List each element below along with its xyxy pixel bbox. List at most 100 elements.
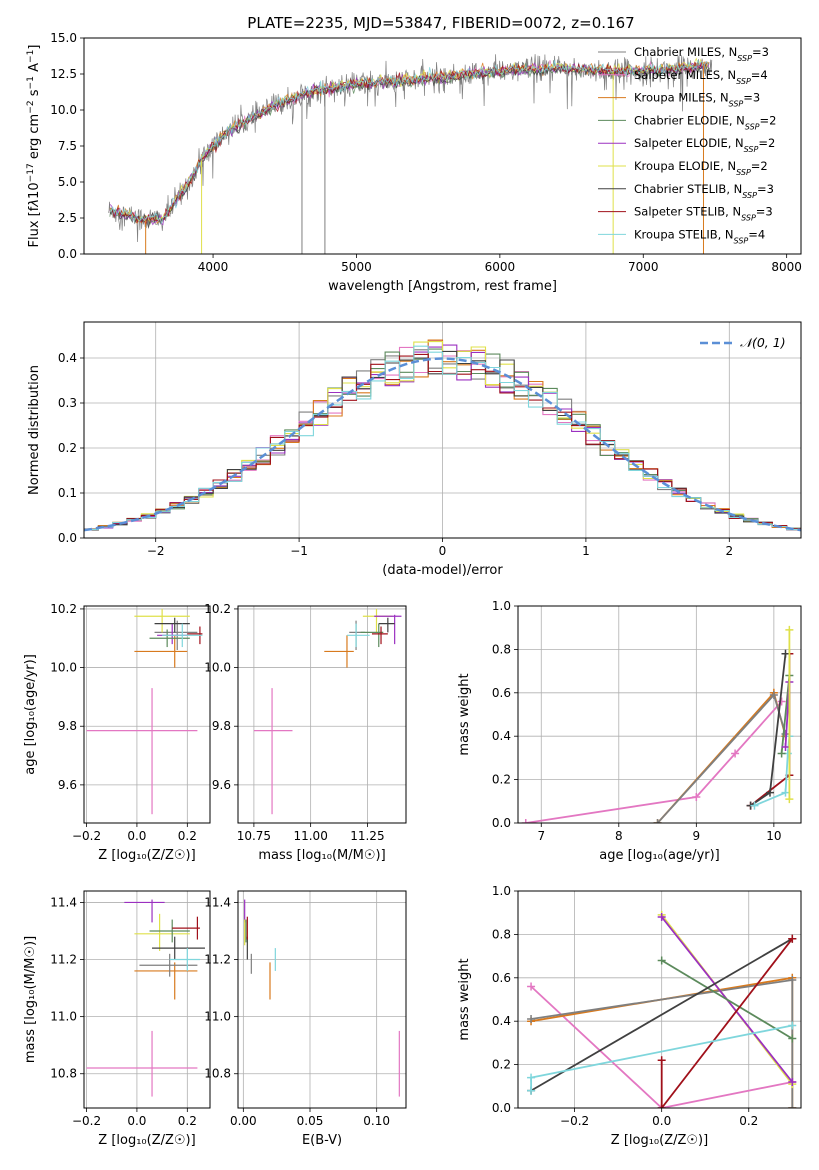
age-vs-Z-point-kroupa-elodie [134, 608, 190, 633]
mass-vs-Z-point-salpeter-stelib [172, 916, 200, 940]
mass-vs-Z-frame [83, 890, 211, 1109]
hist-kroupa-stelib [84, 345, 801, 530]
mass-vs-ebv-ytick-label-2: 11.2 [204, 953, 231, 967]
residuals-ylabel: Normed distribution [27, 365, 42, 495]
age-vs-Z-xlabel: Z [log₁₀(Z/Z☉)] [98, 848, 195, 863]
massweight-vs-age-frame [517, 605, 802, 824]
age-vs-Z-ytick-label-2: 10.0 [50, 661, 77, 675]
massweight-vs-Z-xtick-label-2: 0.2 [739, 1114, 758, 1128]
chart-mass-vs-ebv: 0.00 0.05 0.10 10.8 11.0 11.2 11.4 E(B-V) [204, 890, 407, 1148]
massweight-vs-Z-marker-salpeter-elodie-0 [657, 913, 666, 922]
massweight-vs-age-marker-salpeter-miles-1 [692, 792, 701, 801]
massweight-vs-age-ylabel: mass weight [457, 673, 472, 755]
legend-label-chabrier-miles: Chabrier MILES, NSSP=3 [634, 45, 769, 63]
mass-vs-ebv-frame [237, 890, 407, 1109]
massweight-vs-Z-ytick-label-3: 0.6 [492, 971, 511, 985]
massweight-vs-age-marker-chabrier-miles-1 [769, 690, 778, 699]
spectrum-model-salpeter-stelib [109, 59, 710, 226]
residuals-xtick-label-1: −1 [290, 544, 308, 558]
age-vs-mass-point-chabrier-elodie [360, 623, 384, 648]
gaussian-reference-curve [84, 357, 801, 532]
mass-vs-Z-ytick-label-1: 11.0 [50, 1010, 77, 1024]
massweight-vs-Z-marker-chabrier-miles-1 [788, 975, 797, 984]
spectrum-xtick-label-3: 7000 [628, 260, 659, 274]
massweight-vs-age-marker-kroupa-elodie-1 [785, 625, 794, 634]
massweight-vs-Z-xtick-label-1: 0.0 [652, 1114, 671, 1128]
spectrum-ytick-label-5: 12.5 [50, 67, 77, 81]
mass-vs-Z-xtick-label-0: −0.2 [72, 1114, 101, 1128]
mass-vs-ebv-xtick-label-0: 0.00 [230, 1114, 257, 1128]
age-vs-Z-marks [86, 608, 203, 815]
mass-vs-Z-point-chabrier-elodie [149, 919, 190, 943]
mass-vs-Z-point-kroupa-elodie [134, 913, 190, 951]
residuals-ytick-label-2: 0.2 [58, 441, 77, 455]
mass-vs-ebv-xtick-label-2: 0.10 [363, 1114, 390, 1128]
massweight-vs-Z-frame [517, 890, 802, 1109]
age-vs-Z-frame [83, 605, 211, 824]
mass-vs-Z-xlabel: Z [log₁₀(Z/Z☉)] [98, 1133, 195, 1148]
massweight-vs-Z-marker-chabrier-miles-0 [527, 1015, 536, 1024]
age-vs-mass-xtick-label-0: 10.75 [237, 829, 271, 843]
age-vs-Z-point-salpeter-miles [86, 688, 198, 815]
massweight-vs-Z-xlabel: Z [log₁₀(Z/Z☉)] [611, 1133, 708, 1148]
age-vs-Z-xtick-label-0: −0.2 [72, 829, 101, 843]
plots-group: 4000 5000 6000 7000 80000.02.55.07.510.012.5… [23, 31, 802, 1148]
massweight-vs-Z-line-chabrier-stelib [530, 937, 793, 1092]
spectrum-xtick-label-0: 4000 [198, 260, 229, 274]
residuals-xtick-label-3: 1 [582, 544, 590, 558]
residuals-xtick-label-0: −2 [147, 544, 165, 558]
age-vs-mass-point-chabrier-stelib [378, 617, 395, 633]
spectrum-ytick-label-4: 10.0 [50, 103, 77, 117]
massweight-vs-age-ytick-label-0: 0.0 [492, 816, 511, 830]
figure-title: PLATE=2235, MJD=53847, FIBERID=0072, z=0… [247, 14, 634, 32]
massweight-vs-age-marker-chabrier-stelib-2 [781, 649, 790, 658]
age-vs-mass-xlabel: mass [log₁₀(M/M☉)] [258, 848, 385, 863]
massweight-vs-age-marker-salpeter-elodie-0 [781, 743, 790, 752]
age-vs-Z-point-chabrier-stelib [154, 617, 190, 633]
residuals-xlabel: (data-model)/error [382, 563, 503, 578]
chart-residuals: −2 −1 0 1 2 0.0 0.1 0.2 0.3 0.4 (data-model)/error… [27, 321, 802, 578]
massweight-vs-age-marker-kroupa-elodie-0 [785, 795, 794, 804]
spectrum-legend: Chabrier MILES, NSSP=3 Salpeter MILES, NS… [598, 45, 776, 245]
massweight-vs-Z-marker-salpeter-miles-0 [527, 982, 536, 991]
massweight-vs-age-line-chabrier-elodie [780, 675, 791, 754]
age-vs-Z-point-kroupa-stelib [162, 623, 203, 648]
age-vs-Z-xtick-label-2: 0.2 [178, 829, 197, 843]
age-vs-mass-point-salpeter-elodie [374, 614, 402, 645]
spectrum-model-kroupa-elodie [109, 57, 710, 223]
residuals-ytick-label-1: 0.1 [58, 486, 77, 500]
mass-vs-Z-xtick-label-1: 0.0 [127, 1114, 146, 1128]
chart-massweight-vs-Z: −0.2 0.0 0.2 0.0 0.2 0.4 0.6 0.8 1.0 Z [log₁₀(Z/Z… [457, 884, 802, 1148]
spectrum-ytick-label-3: 7.5 [58, 139, 77, 153]
residuals-ytick-label-3: 0.3 [58, 396, 77, 410]
spectrum-marks [108, 54, 713, 254]
spectrum-xlabel: wavelength [Angstrom, rest frame] [328, 279, 557, 294]
residuals-xtick-label-4: 2 [725, 544, 733, 558]
legend-label-chabrier-elodie: Chabrier ELODIE, NSSP=2 [634, 113, 776, 130]
mass-vs-ebv-xtick-label-1: 0.05 [297, 1114, 324, 1128]
massweight-vs-Z-marker-kroupa-stelib-0 [527, 1086, 536, 1095]
age-vs-mass-ytick-label-1: 9.8 [212, 719, 231, 733]
massweight-vs-Z-marker-chabrier-miles-2 [788, 1104, 797, 1108]
massweight-vs-Z-marker-salpeter-elodie-1 [788, 1077, 797, 1086]
age-vs-mass-xtick-label-1: 11.00 [293, 829, 327, 843]
mass-vs-Z-point-salpeter-elodie [124, 899, 165, 923]
massweight-vs-age-marker-salpeter-miles-0 [521, 819, 530, 823]
age-vs-mass-point-salpeter-miles [253, 688, 293, 815]
massweight-vs-age-ytick-label-2: 0.4 [492, 729, 511, 743]
legend-label-gaussian: 𝒩(0, 1) [740, 335, 786, 350]
massweight-vs-age-ytick-label-4: 0.8 [492, 642, 511, 656]
massweight-vs-Z-marker-kroupa-stelib-2 [788, 1021, 797, 1030]
age-vs-mass-ytick-label-2: 10.0 [204, 661, 231, 675]
age-vs-Z-ylabel: age [log₁₀(age/yr)] [23, 654, 38, 775]
massweight-vs-Z-marker-chabrier-elodie-0 [657, 956, 666, 965]
mass-vs-ebv-ytick-label-0: 10.8 [204, 1067, 231, 1081]
age-vs-Z-ytick-label-1: 9.8 [58, 719, 77, 733]
mass-vs-Z-xtick-label-2: 0.2 [178, 1114, 197, 1128]
massweight-vs-Z-marker-chabrier-elodie-1 [788, 1034, 797, 1043]
spectrum-ytick-label-1: 2.5 [58, 211, 77, 225]
spectrum-ylabel: Flux [fλ10−17 erg cm−2 s−1 A−1] [26, 45, 42, 248]
chart-age-vs-Z: −0.2 0.0 0.2 9.6 9.8 10.0 10.2 Z [log₁₀(Z/Z☉)] a… [23, 602, 211, 863]
massweight-vs-age-marker-kroupa-stelib-0 [750, 801, 759, 810]
